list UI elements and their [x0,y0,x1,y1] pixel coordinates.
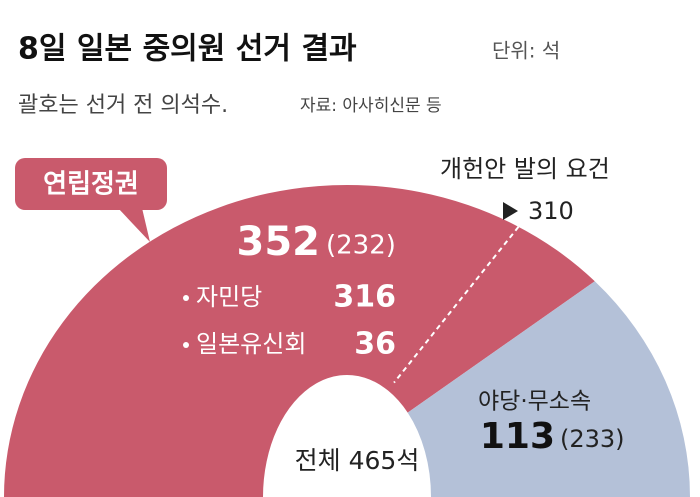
bullet [183,295,189,301]
unit: 단위: 석 [492,39,560,63]
threshold-arrow [503,202,518,220]
segment-name: 연립정권 [43,170,139,200]
segment-value: 113 [480,416,555,457]
item-name: 일본유신회 [196,330,306,358]
item-value: 316 [333,280,396,315]
label-box [15,158,167,210]
threshold-label: 개헌안 발의 요건 [440,155,610,183]
segment-prev: (232) [326,231,396,261]
item-value: 36 [354,327,396,362]
total-label: 전체 465석 [295,446,420,475]
segment-prev: (233) [560,425,625,453]
subtitle: 괄호는 선거 전 의석수. [18,93,228,118]
threshold-value: 310 [528,197,574,225]
source: 자료: 아사히신문 등 [300,96,442,116]
threshold-line [393,226,520,384]
segment [4,184,595,497]
item-name: 자민당 [196,283,262,311]
bullet [183,342,189,348]
chart-title: 8일 일본 중의원 선거 결과 [18,32,357,67]
segment [407,281,690,497]
label-tail [118,208,150,242]
segment-name: 야당·무소속 [478,389,591,415]
segment-value: 352 [237,219,321,265]
